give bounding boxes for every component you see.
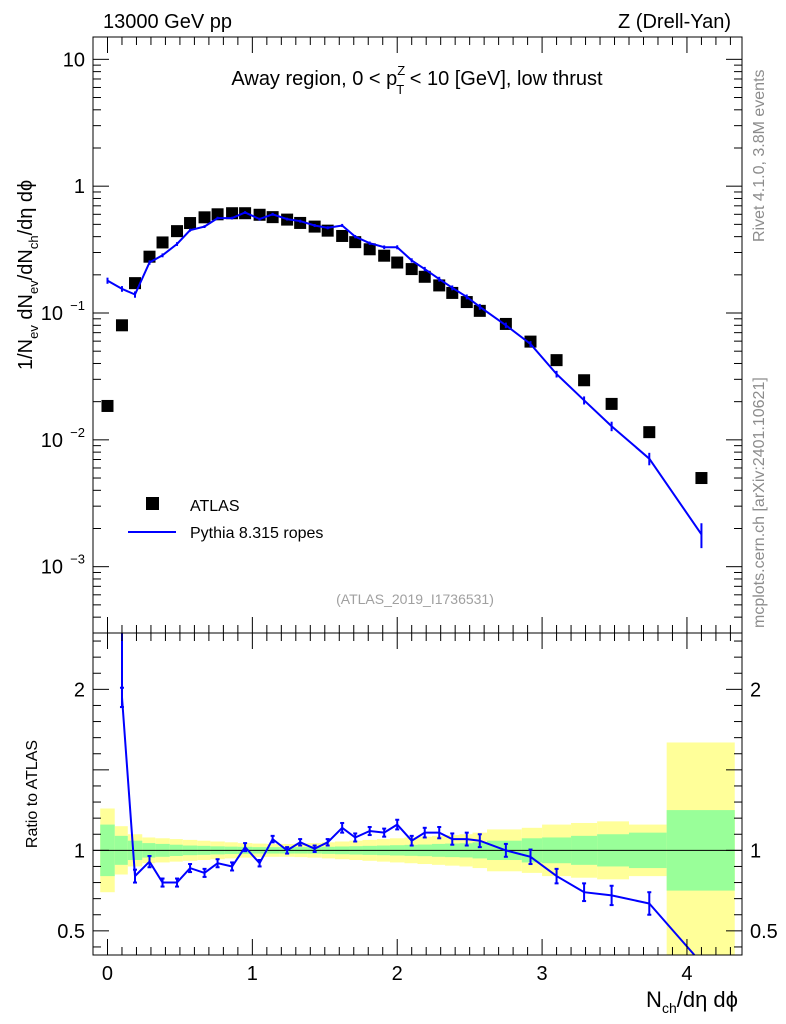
ratio-bands bbox=[100, 742, 735, 955]
main-y-tick-exponent: −2 bbox=[70, 425, 85, 440]
atlas-point bbox=[433, 279, 446, 292]
atlas-point bbox=[391, 256, 404, 269]
main-y-tick-label: 10 bbox=[41, 430, 63, 452]
x-tick-label: 3 bbox=[537, 963, 548, 985]
atlas-point bbox=[418, 270, 431, 283]
ratio-marks bbox=[93, 633, 742, 956]
rivet-version-label: Rivet 4.1.0, 3.8M events bbox=[751, 69, 768, 242]
atlas-point bbox=[378, 249, 391, 262]
x-tick-label: 2 bbox=[392, 963, 403, 985]
ylabel-p3: ev bbox=[26, 280, 41, 294]
header-right: Z (Drell-Yan) bbox=[618, 11, 731, 33]
atlas-point bbox=[643, 426, 656, 439]
atlas-point bbox=[156, 236, 169, 249]
legend-atlas-marker bbox=[146, 497, 159, 510]
atlas-point bbox=[695, 472, 708, 485]
atlas-point bbox=[363, 243, 376, 256]
atlas-point bbox=[605, 397, 618, 410]
main-y-tick-label: 10 bbox=[63, 49, 85, 71]
main-y-tick-label: 10 bbox=[41, 303, 63, 325]
legend: ATLAS Pythia 8.315 ropes bbox=[128, 497, 323, 542]
ratio-y-tick-label: 0.5 bbox=[57, 921, 85, 943]
xlabel-p2: /dη dϕ bbox=[677, 987, 738, 1012]
main-axes: 10 1 10 −1 10 −2 10 −3 bbox=[41, 37, 742, 634]
ratio-line bbox=[121, 633, 696, 956]
atlas-point bbox=[349, 236, 362, 249]
pythia-line bbox=[107, 211, 703, 535]
ratio-panel: 2 2 1 1 0.5 0.5 0 1 2 3 4 Ratio to ATLAS Nch/dη dϕ bbox=[24, 632, 778, 1016]
x-tick-label: 0 bbox=[102, 963, 113, 985]
ratio-y-tick-label: 1 bbox=[74, 840, 85, 862]
ratio-axes: 2 2 1 1 0.5 0.5 0 1 2 3 4 bbox=[57, 633, 778, 985]
main-y-tick-exponent: −3 bbox=[70, 552, 85, 567]
ylabel-p5: ch bbox=[26, 235, 41, 249]
title-part-2: < 10 [GeV], low thrust bbox=[404, 68, 603, 90]
title-sup: Z bbox=[397, 63, 405, 78]
ratio-y-tick-label: 2 bbox=[74, 679, 85, 701]
main-ylabel: 1/Nev dNev/dNch/dη dϕ bbox=[15, 180, 41, 370]
ylabel-p6: /dη dϕ bbox=[15, 180, 37, 236]
main-marks bbox=[101, 207, 708, 549]
atlas-point bbox=[198, 211, 211, 224]
analysis-id: (ATLAS_2019_I1736531) bbox=[336, 591, 494, 607]
ylabel-p2: dN bbox=[15, 294, 37, 325]
xlabel-p0: N bbox=[646, 987, 662, 1012]
atlas-point bbox=[143, 250, 156, 263]
atlas-point bbox=[184, 217, 197, 230]
atlas-point bbox=[405, 263, 418, 276]
main-y-tick-exponent: −1 bbox=[70, 298, 85, 313]
legend-atlas-label: ATLAS bbox=[190, 498, 240, 515]
title-part-1: Away region, 0 < p bbox=[231, 68, 397, 90]
xlabel-p1: ch bbox=[662, 1000, 677, 1016]
title-sub: T bbox=[396, 82, 404, 97]
atlas-point bbox=[115, 319, 128, 332]
main-frame bbox=[92, 36, 743, 634]
atlas-point bbox=[101, 399, 114, 412]
atlas-point bbox=[336, 229, 349, 242]
ratio-ylabel: Ratio to ATLAS bbox=[24, 740, 41, 848]
main-y-tick-label: 1 bbox=[74, 176, 85, 198]
ratio-y-tick-label-right: 1 bbox=[750, 840, 761, 862]
atlas-point bbox=[578, 374, 591, 387]
header-left: 13000 GeV pp bbox=[103, 11, 232, 33]
main-panel: 10 1 10 −1 10 −2 10 −3 Away region, 0 < pZ T < 1… bbox=[15, 36, 743, 634]
main-y-tick-label: 10 bbox=[41, 557, 63, 579]
x-tick-label: 1 bbox=[247, 963, 258, 985]
ratio-y-tick-label-right: 0.5 bbox=[750, 921, 778, 943]
mcplots-label: mcplots.cern.ch [arXiv:2401.10621] bbox=[751, 377, 768, 628]
ratio-y-tick-label-right: 2 bbox=[750, 679, 761, 701]
ylabel-p0: 1/N bbox=[15, 339, 37, 370]
ylabel-p4: /dN bbox=[15, 249, 37, 280]
atlas-point bbox=[550, 354, 563, 367]
atlas-point bbox=[266, 211, 279, 224]
x-axis-label: Nch/dη dϕ bbox=[646, 987, 738, 1016]
atlas-point bbox=[171, 225, 184, 238]
legend-pythia-label: Pythia 8.315 ropes bbox=[190, 525, 323, 542]
plot-title: Away region, 0 < pZ T < 10 [GeV], low thr… bbox=[231, 63, 603, 97]
x-tick-label: 4 bbox=[681, 963, 692, 985]
ylabel-p1: ev bbox=[26, 325, 41, 339]
ratio-frame bbox=[92, 632, 743, 956]
